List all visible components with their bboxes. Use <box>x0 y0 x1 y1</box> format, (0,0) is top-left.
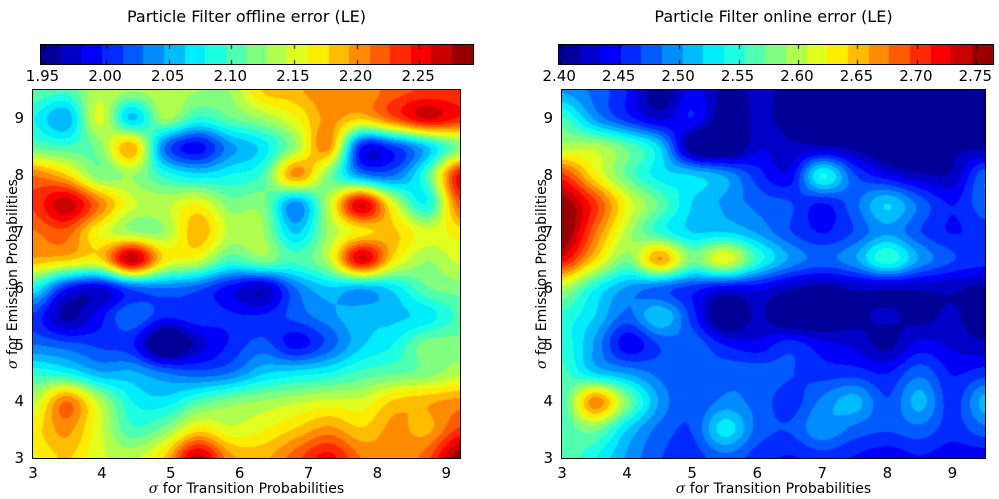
x-tick-label: 9 <box>947 464 958 482</box>
y-axis-label: σ for Emission Probabilities <box>528 90 556 458</box>
x-tick-label: 6 <box>234 464 245 482</box>
y-tick-label: 7 <box>543 222 553 241</box>
colorbar-tick-label: 2.70 <box>899 67 933 85</box>
y-tick-label: 4 <box>14 392 24 411</box>
colorbar <box>558 44 994 65</box>
x-tick <box>0 18 1 27</box>
colorbar-tick-label: 2.25 <box>401 67 435 85</box>
x-tick <box>529 81 530 90</box>
colorbar-tick-label: 2.55 <box>720 67 755 85</box>
contour-heatmap <box>33 90 460 458</box>
contour-heatmap <box>562 90 985 458</box>
y-tick-label: 6 <box>543 279 553 298</box>
x-tick <box>0 63 1 72</box>
x-tick <box>529 63 530 72</box>
x-tick-label: 8 <box>882 464 893 482</box>
y-tick-label: 3 <box>543 449 553 467</box>
y-tick-label: 6 <box>14 279 24 298</box>
x-tick-label: 5 <box>687 464 697 482</box>
x-tick <box>0 36 1 45</box>
x-tick <box>529 0 530 9</box>
x-tick <box>0 54 1 63</box>
colorbar-tick-label: 2.00 <box>88 67 122 85</box>
y-axis-label-text: σ for Emission Probabilities <box>5 179 22 369</box>
x-tick <box>529 72 530 81</box>
x-tick <box>0 27 1 36</box>
x-tick <box>0 9 1 18</box>
colorbar-tick-label: 2.75 <box>958 67 993 85</box>
colorbar <box>40 44 474 65</box>
x-tick <box>0 81 1 90</box>
colorbar-tick-label: 2.45 <box>601 67 636 85</box>
plot-frame <box>561 89 986 459</box>
x-tick <box>0 72 1 81</box>
y-tick-label: 7 <box>14 222 24 241</box>
x-tick <box>0 45 1 54</box>
colorbar-tick-label: 1.95 <box>25 67 60 85</box>
x-tick-label: 3 <box>557 464 567 482</box>
subplot-offline-error: Particle Filter offline error (LE) 1.95 2… <box>0 0 474 499</box>
x-axis-label: σ for Transition Probabilities <box>148 481 345 497</box>
y-axis-label-text: σ for Emission Probabilities <box>534 179 551 369</box>
y-tick-label: 4 <box>543 392 553 411</box>
y-tick-label: 5 <box>14 335 24 354</box>
x-tick-label: 4 <box>97 464 107 482</box>
x-tick <box>529 54 530 63</box>
x-tick-label: 3 <box>28 464 38 482</box>
x-tick-label: 6 <box>752 464 762 482</box>
y-tick-label: 9 <box>14 109 24 128</box>
x-tick-label: 9 <box>441 464 451 482</box>
x-tick <box>529 45 530 54</box>
x-tick-label: 5 <box>165 464 176 482</box>
colorbar-tick-label: 2.15 <box>276 67 310 85</box>
colorbar-tick-label: 2.50 <box>661 67 695 85</box>
colorbar-tick-label: 2.20 <box>338 67 373 85</box>
x-tick <box>529 36 530 45</box>
y-tick-label: 3 <box>14 449 24 467</box>
plot-title: Particle Filter online error (LE) <box>654 7 893 26</box>
x-axis-label: σ for Transition Probabilities <box>675 481 872 497</box>
y-tick-label: 8 <box>14 165 24 184</box>
y-tick-label: 9 <box>543 109 553 128</box>
y-tick-label: 5 <box>543 335 553 354</box>
x-tick <box>529 9 530 18</box>
y-axis-label: σ for Emission Probabilities <box>0 90 27 458</box>
colorbar-tick-label: 2.40 <box>542 67 576 85</box>
subplot-online-error: Particle Filter online error (LE) 2.40 2.… <box>529 0 999 499</box>
colorbar-tick-label: 2.05 <box>151 67 185 85</box>
plot-frame <box>32 89 461 459</box>
x-tick-label: 8 <box>372 464 383 482</box>
x-tick-label: 4 <box>622 464 632 482</box>
x-tick <box>0 0 1 9</box>
colorbar-tick-label: 2.60 <box>780 67 814 85</box>
colorbar-tick-label: 2.10 <box>213 67 248 85</box>
x-tick-label: 7 <box>817 464 828 482</box>
x-tick-label: 7 <box>303 464 314 482</box>
plot-title: Particle Filter offline error (LE) <box>126 7 366 26</box>
colorbar-tick-label: 2.65 <box>839 67 874 85</box>
x-tick <box>529 18 530 27</box>
x-tick <box>529 27 530 36</box>
y-tick-label: 8 <box>543 165 553 184</box>
